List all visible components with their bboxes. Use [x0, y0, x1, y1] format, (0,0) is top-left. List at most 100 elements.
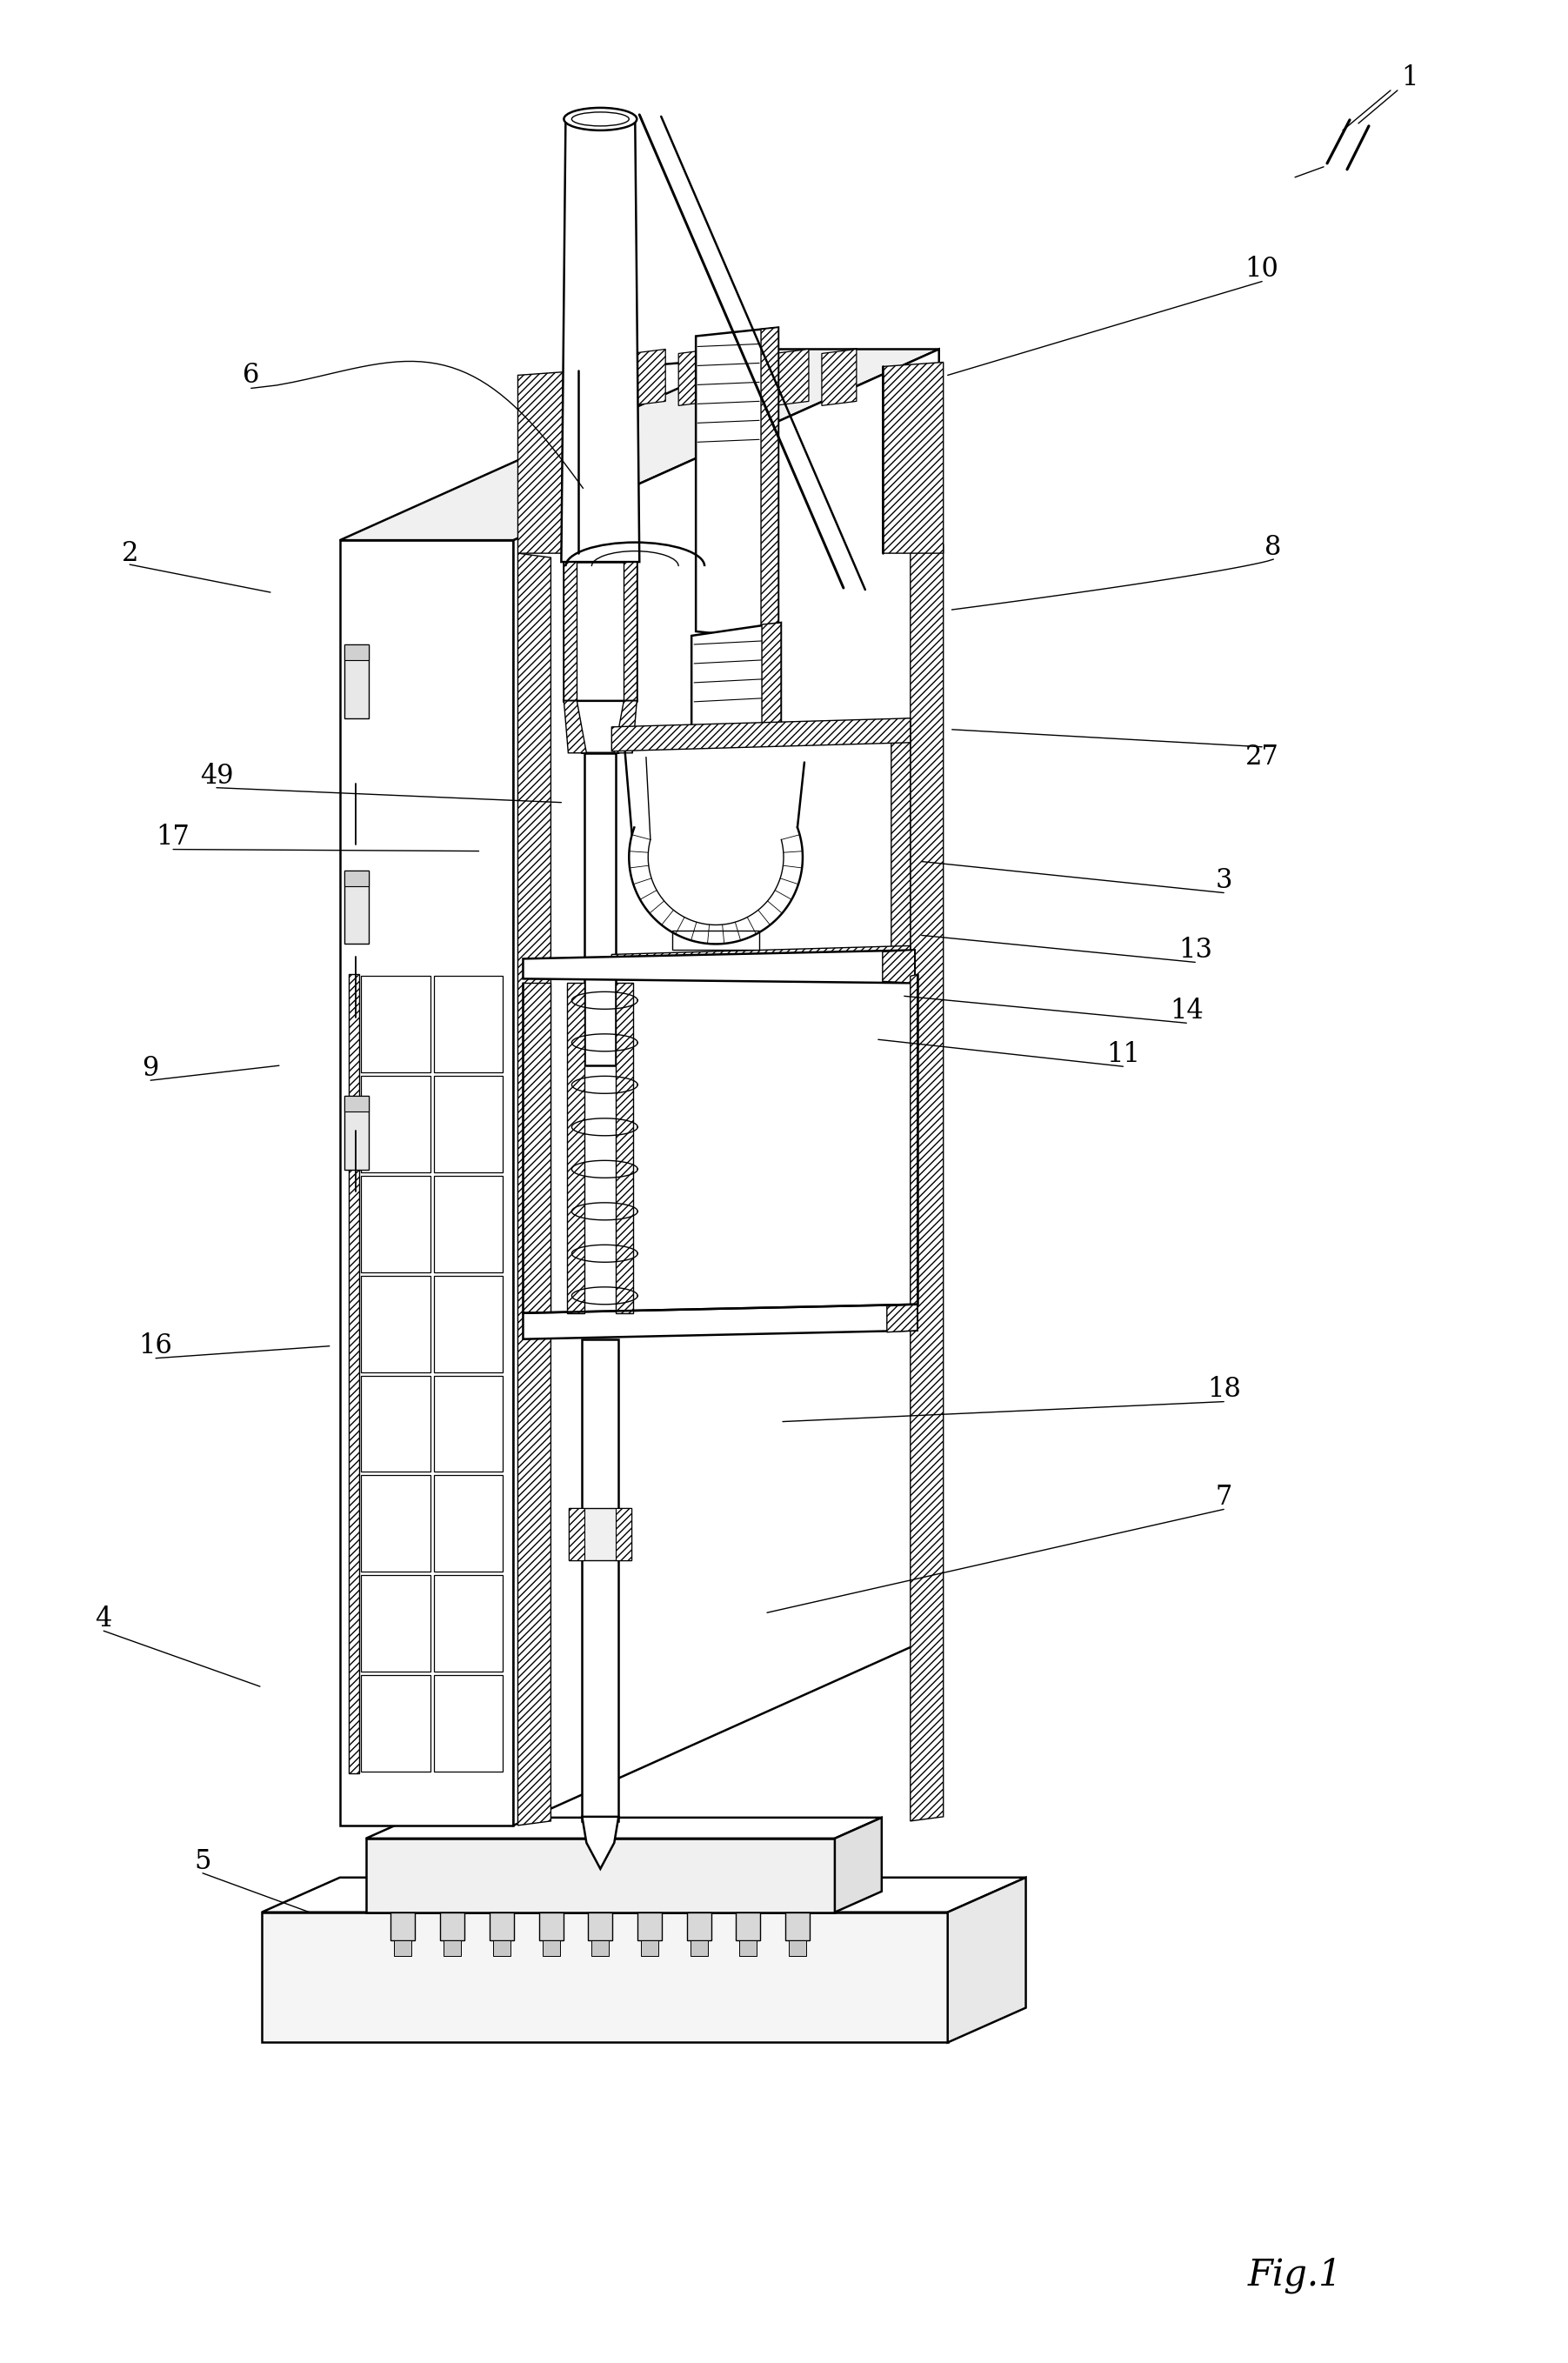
Ellipse shape: [572, 111, 629, 125]
Bar: [569, 1508, 632, 1560]
Bar: [345, 870, 368, 943]
Polygon shape: [340, 541, 513, 1824]
Bar: [786, 1912, 809, 1940]
Polygon shape: [564, 702, 586, 754]
Bar: [345, 645, 368, 659]
Bar: [434, 1675, 503, 1772]
Bar: [641, 1940, 659, 1957]
Bar: [434, 1075, 503, 1172]
Bar: [434, 1375, 503, 1472]
Polygon shape: [524, 950, 914, 983]
Polygon shape: [582, 1817, 619, 1869]
Polygon shape: [513, 350, 939, 1824]
Polygon shape: [679, 350, 713, 406]
Bar: [361, 1576, 430, 1671]
Polygon shape: [762, 624, 781, 728]
Polygon shape: [348, 974, 359, 1772]
Polygon shape: [834, 1817, 881, 1912]
Polygon shape: [262, 1912, 947, 2042]
Polygon shape: [568, 983, 585, 1314]
Polygon shape: [517, 553, 550, 1824]
Bar: [539, 1912, 563, 1940]
Polygon shape: [775, 350, 809, 406]
Text: 1: 1: [1402, 64, 1417, 92]
Text: 8: 8: [1265, 534, 1281, 560]
Polygon shape: [891, 718, 911, 971]
Polygon shape: [524, 983, 550, 1314]
Polygon shape: [365, 1838, 834, 1912]
Bar: [361, 1276, 430, 1373]
Bar: [740, 1940, 757, 1957]
Bar: [361, 1075, 430, 1172]
Polygon shape: [947, 1879, 1025, 2042]
Polygon shape: [612, 718, 911, 751]
Polygon shape: [585, 754, 616, 1066]
Polygon shape: [365, 1817, 881, 1838]
Bar: [361, 1375, 430, 1472]
Text: 7: 7: [1215, 1484, 1232, 1510]
Text: 5: 5: [194, 1848, 212, 1876]
Polygon shape: [583, 350, 618, 406]
Bar: [789, 1940, 806, 1957]
Polygon shape: [579, 350, 883, 558]
Polygon shape: [561, 118, 640, 562]
Bar: [361, 1177, 430, 1271]
Bar: [361, 1475, 430, 1571]
Text: 10: 10: [1245, 255, 1279, 284]
Bar: [582, 1340, 619, 1822]
Polygon shape: [517, 371, 579, 553]
Bar: [434, 1576, 503, 1671]
Bar: [345, 870, 368, 886]
Text: 4: 4: [96, 1604, 111, 1633]
Text: 49: 49: [199, 763, 234, 789]
Polygon shape: [612, 945, 911, 978]
Text: 3: 3: [1215, 867, 1232, 893]
Polygon shape: [564, 562, 637, 702]
Text: 16: 16: [140, 1333, 172, 1359]
Polygon shape: [564, 562, 577, 702]
Bar: [434, 1177, 503, 1271]
Text: 9: 9: [143, 1054, 158, 1082]
Polygon shape: [887, 1304, 917, 1333]
Polygon shape: [883, 362, 944, 553]
Polygon shape: [691, 624, 781, 740]
Text: 18: 18: [1207, 1375, 1240, 1404]
Polygon shape: [630, 350, 665, 406]
Polygon shape: [911, 543, 944, 1822]
Polygon shape: [624, 562, 637, 702]
Bar: [390, 1912, 416, 1940]
Text: 2: 2: [121, 539, 138, 567]
Text: 6: 6: [243, 362, 260, 388]
Polygon shape: [760, 328, 778, 640]
Bar: [687, 1912, 712, 1940]
Polygon shape: [569, 1508, 585, 1560]
Text: 17: 17: [157, 825, 190, 851]
Text: 27: 27: [1245, 744, 1279, 770]
Bar: [434, 1276, 503, 1373]
Bar: [441, 1912, 464, 1940]
Bar: [673, 931, 759, 950]
Text: Fig.1: Fig.1: [1248, 2257, 1342, 2294]
Bar: [361, 1675, 430, 1772]
Polygon shape: [340, 350, 939, 541]
Bar: [543, 1940, 560, 1957]
Polygon shape: [696, 328, 778, 640]
Polygon shape: [883, 950, 914, 983]
Bar: [638, 1912, 662, 1940]
Bar: [735, 1912, 760, 1940]
Bar: [345, 1096, 368, 1170]
Bar: [489, 1912, 514, 1940]
Bar: [345, 645, 368, 718]
Text: 11: 11: [1105, 1040, 1140, 1068]
Polygon shape: [911, 974, 917, 1307]
Bar: [444, 1940, 461, 1957]
Polygon shape: [616, 1508, 632, 1560]
Bar: [690, 1940, 707, 1957]
Bar: [588, 1912, 613, 1940]
Bar: [395, 1940, 412, 1957]
Polygon shape: [262, 1879, 1025, 1912]
Polygon shape: [564, 702, 637, 754]
Text: 14: 14: [1170, 997, 1203, 1023]
Text: 13: 13: [1178, 936, 1212, 964]
Polygon shape: [615, 702, 637, 754]
